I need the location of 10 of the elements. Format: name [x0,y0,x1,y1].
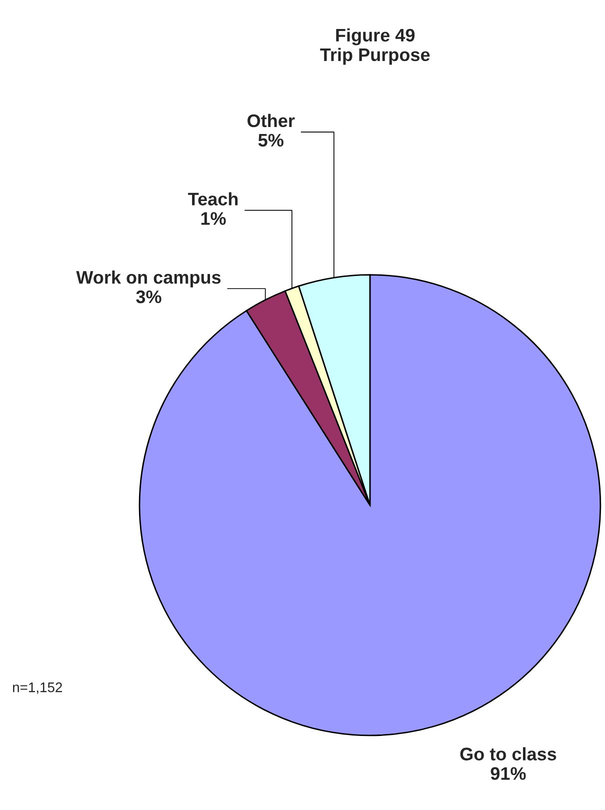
data-label: 91% [490,767,526,780]
data-label: 5% [258,134,284,147]
slice-label: Teach [188,192,238,206]
text: n=1,152 [13,682,62,694]
data-label: 3% [136,290,162,304]
chart-title: Figure 49 Trip Purpose [320,28,430,65]
slice-label: Other [248,114,295,128]
slice-label: Go to class [460,747,556,760]
data-label: 1% [201,212,226,225]
slice-label: Work on campus [76,270,221,288]
